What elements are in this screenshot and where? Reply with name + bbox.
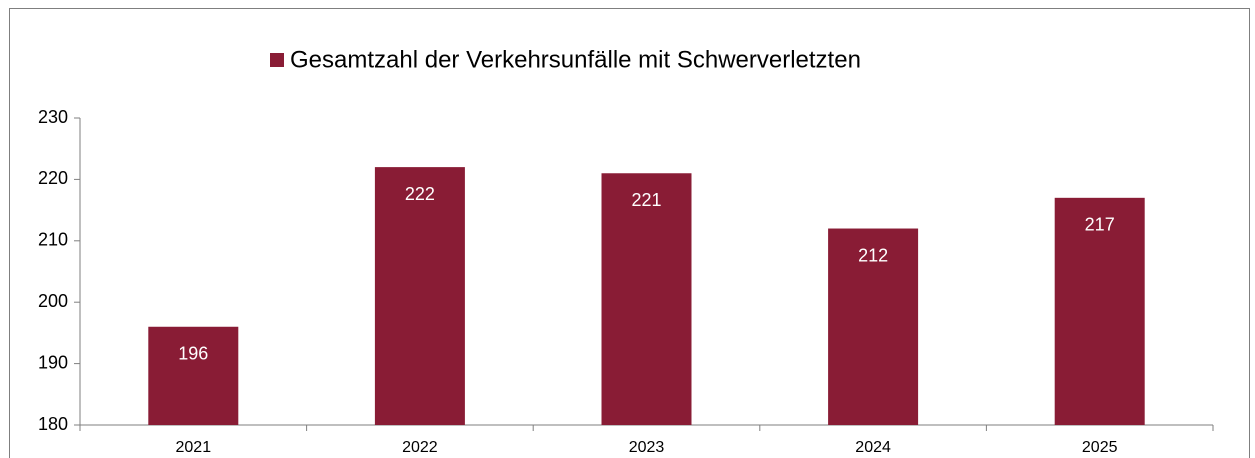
legend-swatch bbox=[270, 53, 284, 67]
y-tick-label: 210 bbox=[38, 230, 68, 250]
bar bbox=[148, 326, 239, 425]
bar bbox=[374, 167, 465, 425]
bar bbox=[1054, 197, 1145, 425]
y-tick-label: 180 bbox=[38, 414, 68, 434]
data-label: 221 bbox=[631, 190, 661, 210]
x-tick-label: 2022 bbox=[402, 439, 438, 456]
x-tick-label: 2024 bbox=[855, 439, 891, 456]
y-tick-label: 220 bbox=[38, 168, 68, 188]
x-tick-label: 2021 bbox=[176, 439, 212, 456]
y-tick-label: 190 bbox=[38, 352, 68, 372]
bar bbox=[601, 173, 692, 425]
x-tick-label: 2025 bbox=[1082, 439, 1118, 456]
data-label: 222 bbox=[405, 184, 435, 204]
data-label: 196 bbox=[178, 344, 208, 364]
data-label: 212 bbox=[858, 245, 888, 265]
legend-label: Gesamtzahl der Verkehrsunfälle mit Schwe… bbox=[290, 46, 861, 73]
data-label: 217 bbox=[1085, 215, 1115, 235]
y-tick-label: 230 bbox=[38, 107, 68, 127]
x-tick-label: 2023 bbox=[629, 439, 665, 456]
y-tick-label: 200 bbox=[38, 291, 68, 311]
bar bbox=[828, 228, 919, 425]
